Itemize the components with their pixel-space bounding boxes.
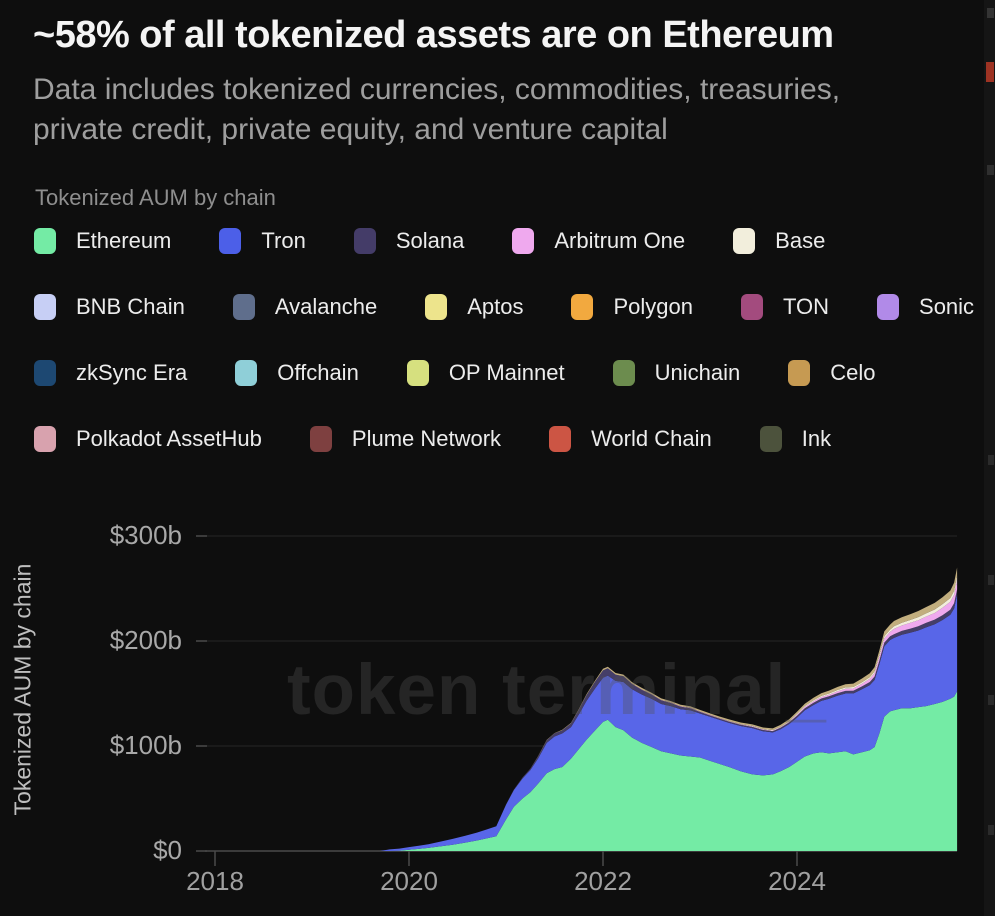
legend-label: Plume Network [351,426,502,451]
x-tick-label: 2020 [380,866,438,896]
viewport-edge-strip [984,0,995,916]
legend-swatch-world-chain [549,426,572,452]
legend-swatch-celo [788,360,811,386]
legend-swatch-ethereum [34,228,56,254]
legend-item-bnb-chain[interactable]: BNB Chain [34,294,185,320]
edge-red-fragment [986,62,994,82]
legend-item-arbitrum-one[interactable]: Arbitrum One [512,228,685,254]
chart-legend: Ethereum Tron Solana Arbitrum One Base BNB Ch… [34,228,974,492]
legend-row-1: Ethereum Tron Solana Arbitrum One Base [34,228,964,254]
edge-fragment [987,8,994,18]
legend-label: Polkadot AssetHub [76,426,262,451]
legend-item-ethereum[interactable]: Ethereum [34,228,171,254]
legend-label: World Chain [591,426,712,451]
legend-swatch-arbitrum-one [512,228,535,254]
legend-label: zkSync Era [76,360,188,385]
legend-label: Sonic [919,294,975,319]
legend-item-tron[interactable]: Tron [219,228,306,254]
y-tick-label: $200b [109,625,182,655]
legend-label: Tron [261,228,306,253]
legend-swatch-plume-network [309,426,332,452]
legend-label: Arbitrum One [554,228,686,253]
legend-label: Polygon [613,294,693,319]
legend-label: Ink [801,426,832,451]
legend-swatch-bnb-chain [34,294,56,320]
chart-section-label: Tokenized AUM by chain [35,185,276,210]
edge-fragment [988,575,994,585]
legend-swatch-sonic [877,294,900,320]
legend-swatch-aptos [425,294,448,320]
edge-fragment [988,695,994,705]
legend-swatch-offchain [235,360,258,386]
legend-label: Unichain [654,360,741,385]
legend-label: Avalanche [274,294,378,319]
y-tick-label: $100b [109,730,182,760]
legend-item-sonic[interactable]: Sonic [877,294,974,320]
y-tick-label: $300b [109,520,182,550]
legend-label: BNB Chain [76,294,185,319]
legend-item-zksync-era[interactable]: zkSync Era [34,360,187,386]
legend-label: Celo [830,360,876,385]
legend-swatch-polygon [571,294,594,320]
legend-item-ton[interactable]: TON [740,294,830,320]
y-tick-label: $0 [153,835,182,865]
edge-fragment [988,825,994,835]
legend-label: TON [782,294,830,319]
edge-fragment [987,165,994,175]
legend-label: Base [775,228,826,253]
edge-fragment [988,455,994,465]
legend-label: Solana [395,228,465,253]
legend-item-base[interactable]: Base [733,228,825,254]
legend-label: Aptos [467,294,524,319]
legend-item-unichain[interactable]: Unichain [612,360,741,386]
legend-swatch-solana [353,228,376,254]
x-tick-label: 2022 [574,866,632,896]
page-title: ~58% of all tokenized assets are on Ethe… [33,14,834,56]
area-ethereum [215,691,958,851]
legend-item-op-mainnet[interactable]: OP Mainnet [406,360,565,386]
legend-swatch-op-mainnet [406,360,429,386]
x-tick-label: 2024 [768,866,826,896]
legend-item-solana[interactable]: Solana [353,228,465,254]
legend-swatch-polkadot-assethub [34,426,56,452]
legend-label: Offchain [277,360,359,385]
legend-swatch-zksync-era [34,360,56,386]
legend-item-celo[interactable]: Celo [788,360,875,386]
x-tick-label: 2018 [186,866,244,896]
legend-item-offchain[interactable]: Offchain [235,360,359,386]
area-tron [215,594,958,851]
legend-item-polygon[interactable]: Polygon [571,294,693,320]
legend-item-ink[interactable]: Ink [759,426,832,452]
legend-item-plume-network[interactable]: Plume Network [309,426,502,452]
legend-swatch-ink [759,426,782,452]
legend-swatch-base [733,228,756,254]
legend-row-2: BNB Chain Avalanche Aptos Polygon TON Sonic [34,294,974,320]
legend-row-4: Polkadot AssetHub Plume Network World Chai… [34,426,964,452]
page-subtitle: Data includes tokenized currencies, comm… [33,73,841,146]
legend-item-aptos[interactable]: Aptos [425,294,523,320]
legend-row-3: zkSync Era Offchain OP Mainnet Unichain Celo [34,360,964,386]
legend-label: OP Mainnet [448,360,565,385]
legend-swatch-ton [740,294,763,320]
legend-swatch-tron [219,228,242,254]
legend-swatch-unichain [612,360,635,386]
legend-label: Ethereum [76,228,172,253]
legend-item-avalanche[interactable]: Avalanche [232,294,378,320]
legend-swatch-avalanche [232,294,255,320]
legend-item-world-chain[interactable]: World Chain [549,426,712,452]
legend-item-polkadot-assethub[interactable]: Polkadot AssetHub [34,426,262,452]
